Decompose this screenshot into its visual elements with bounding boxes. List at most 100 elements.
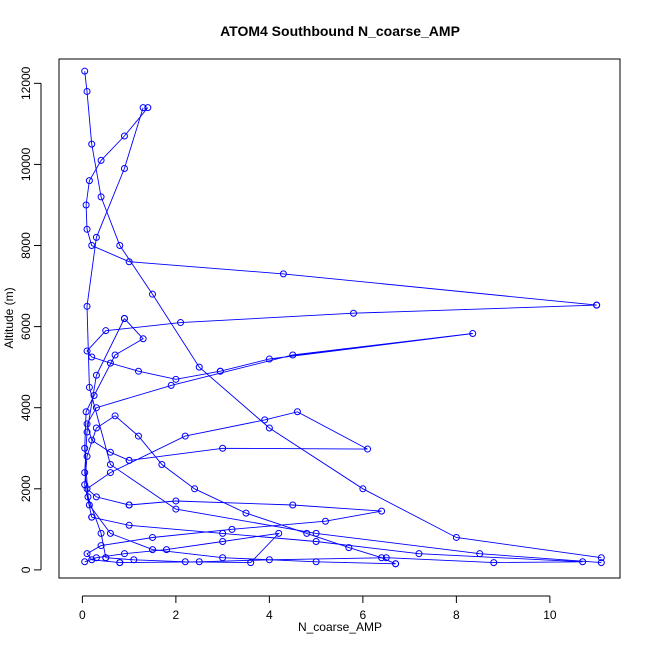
data-point bbox=[163, 546, 171, 554]
series-line bbox=[84, 415, 396, 565]
data-point bbox=[88, 556, 96, 564]
data-point bbox=[149, 533, 156, 541]
data-point bbox=[144, 104, 152, 112]
series-line bbox=[85, 107, 597, 306]
data-point bbox=[120, 164, 128, 172]
data-point bbox=[81, 558, 89, 566]
data-point bbox=[261, 416, 269, 424]
data-point bbox=[359, 485, 367, 493]
data-point bbox=[92, 404, 100, 412]
data-point bbox=[177, 319, 185, 327]
data-point bbox=[90, 392, 98, 400]
data-point bbox=[219, 538, 227, 546]
data-point bbox=[597, 559, 605, 567]
data-point bbox=[247, 559, 255, 567]
data-point bbox=[350, 309, 358, 317]
data-point bbox=[279, 270, 287, 278]
series-3 bbox=[82, 104, 601, 309]
data-point bbox=[312, 538, 320, 546]
data-point bbox=[452, 533, 460, 541]
data-point bbox=[181, 558, 189, 566]
data-point bbox=[106, 448, 114, 456]
data-point bbox=[275, 529, 283, 537]
data-point bbox=[125, 258, 133, 266]
data-point bbox=[82, 201, 90, 209]
data-point bbox=[579, 558, 587, 566]
plot-area bbox=[81, 67, 605, 568]
data-point bbox=[289, 501, 297, 509]
data-point bbox=[303, 529, 311, 537]
data-point bbox=[83, 452, 91, 460]
series-line bbox=[84, 318, 144, 558]
y-tick-label: 6000 bbox=[19, 313, 33, 340]
data-point bbox=[102, 327, 110, 335]
data-point bbox=[106, 529, 114, 537]
data-point bbox=[597, 554, 605, 562]
y-tick-label: 12000 bbox=[19, 66, 33, 100]
data-point bbox=[172, 497, 180, 505]
data-point bbox=[265, 355, 273, 363]
data-point bbox=[106, 460, 114, 468]
data-point bbox=[106, 359, 114, 367]
y-tick-label: 0 bbox=[19, 566, 33, 573]
data-point bbox=[139, 335, 147, 343]
data-point bbox=[172, 505, 180, 513]
data-point bbox=[312, 558, 320, 566]
data-point bbox=[378, 554, 386, 562]
data-point bbox=[134, 432, 142, 440]
data-point bbox=[106, 469, 114, 477]
series-line bbox=[84, 71, 602, 559]
data-point bbox=[92, 554, 100, 562]
data-point bbox=[469, 330, 477, 338]
chart-title: ATOM4 Southbound N_coarse_AMP bbox=[220, 23, 460, 39]
data-point bbox=[293, 408, 301, 416]
series-10 bbox=[81, 315, 400, 568]
series-line bbox=[91, 516, 583, 564]
data-point bbox=[191, 485, 199, 493]
data-point bbox=[81, 469, 89, 477]
data-point bbox=[83, 347, 91, 355]
data-point bbox=[88, 353, 96, 361]
y-tick-label: 10000 bbox=[19, 147, 33, 181]
data-point bbox=[149, 546, 156, 554]
data-point bbox=[83, 420, 91, 428]
data-point bbox=[382, 554, 390, 562]
data-point bbox=[92, 233, 100, 241]
data-point bbox=[81, 67, 89, 75]
data-point bbox=[81, 444, 89, 452]
data-point bbox=[181, 432, 189, 440]
x-axis: 0 2 4 6 8 10 bbox=[79, 595, 557, 622]
data-point bbox=[242, 509, 250, 517]
series-9 bbox=[81, 412, 400, 568]
data-point bbox=[149, 290, 156, 298]
y-axis-label: Altitude (m) bbox=[2, 287, 16, 348]
data-point bbox=[364, 445, 372, 453]
data-point bbox=[289, 351, 297, 359]
data-point bbox=[97, 156, 105, 164]
data-point bbox=[219, 554, 227, 562]
data-point bbox=[219, 529, 227, 537]
series-line bbox=[86, 333, 473, 461]
data-point bbox=[83, 87, 91, 95]
data-point bbox=[97, 542, 105, 550]
data-point bbox=[85, 383, 93, 391]
data-point bbox=[216, 367, 224, 375]
data-point bbox=[102, 554, 110, 562]
series-line bbox=[86, 411, 368, 506]
data-point bbox=[120, 550, 128, 558]
data-point bbox=[116, 242, 124, 250]
y-axis: 0 2000 4000 6000 8000 10000 12000 bbox=[19, 66, 42, 573]
x-tick-label: 8 bbox=[453, 608, 460, 622]
data-point bbox=[139, 104, 147, 112]
data-point bbox=[392, 560, 400, 568]
data-point bbox=[125, 521, 133, 529]
data-point bbox=[84, 493, 92, 501]
data-point bbox=[83, 302, 91, 310]
data-point bbox=[111, 412, 119, 420]
data-point bbox=[111, 351, 119, 359]
data-point bbox=[172, 375, 180, 383]
data-point bbox=[345, 544, 353, 552]
x-tick-label: 10 bbox=[543, 608, 557, 622]
